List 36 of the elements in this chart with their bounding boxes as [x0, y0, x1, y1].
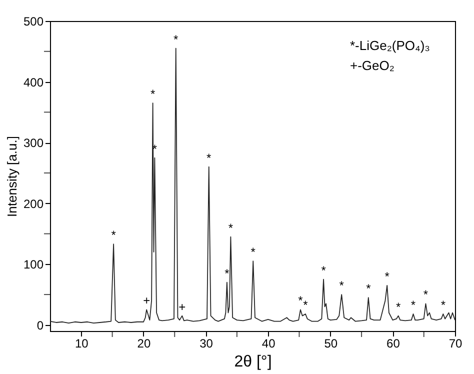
- x-tick-label: 50: [324, 336, 338, 350]
- annotation: *: [224, 266, 230, 280]
- annotation: *: [298, 294, 304, 308]
- annotation: *: [339, 278, 344, 293]
- x-tick-label: 70: [448, 336, 462, 350]
- annotation: *: [396, 300, 401, 314]
- x-tick-label: 40: [262, 336, 276, 350]
- annotation: +: [178, 300, 186, 314]
- x-tick-label: 20: [137, 336, 151, 350]
- annotation: *: [250, 245, 256, 260]
- annotation: *: [303, 298, 308, 312]
- y-tick-label: 0: [36, 318, 44, 332]
- annotation: *-LiGe₂(PO₄)₃: [350, 38, 430, 53]
- y-tick-label: 400: [23, 75, 44, 90]
- y-tick-label: 200: [23, 196, 44, 211]
- annotation: *: [150, 87, 156, 102]
- y-tick-label: 300: [23, 136, 44, 150]
- annotation: *: [423, 288, 428, 302]
- y-tick-label: 100: [23, 258, 44, 272]
- annotation: *: [321, 263, 326, 278]
- annotation: *: [384, 269, 390, 284]
- annotation: *: [366, 282, 372, 296]
- x-tick-label: 10: [74, 336, 89, 350]
- annotation: *: [111, 228, 116, 242]
- annotation: +-GeO₂: [350, 58, 394, 73]
- annotation: *: [410, 298, 416, 312]
- annotation: *: [228, 220, 234, 235]
- x-tick-label: 60: [386, 336, 400, 350]
- y-tick-label: 500: [23, 14, 44, 28]
- x-axis-title: 2θ [°]: [234, 354, 272, 370]
- y-axis-title: Intensity [a.u.]: [4, 136, 20, 217]
- annotation: +: [143, 294, 150, 308]
- x-tick-label: 30: [200, 336, 214, 350]
- annotation: *: [206, 150, 212, 165]
- annotation: *: [174, 32, 179, 46]
- annotation: *: [440, 298, 446, 312]
